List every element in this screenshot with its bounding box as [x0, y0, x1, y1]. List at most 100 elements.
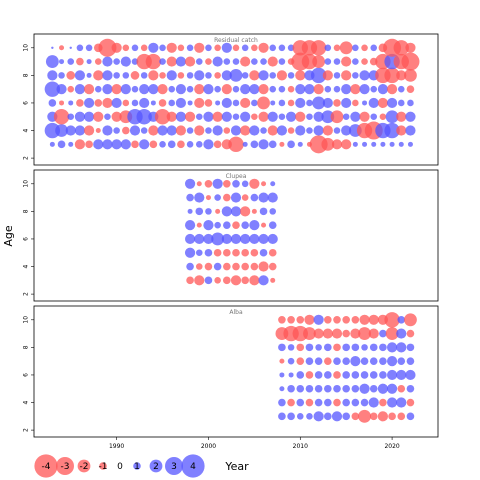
bubble [313, 125, 324, 136]
bubble [296, 384, 305, 393]
bubble [130, 71, 140, 80]
bubble [184, 111, 196, 122]
bubble [396, 111, 407, 122]
bubble [368, 314, 379, 325]
bubble [44, 81, 61, 97]
legend-bubble [149, 459, 163, 473]
bubble [352, 44, 359, 52]
bubble [74, 125, 86, 136]
bubble [186, 85, 194, 93]
bubble [304, 314, 315, 325]
bubble [407, 99, 414, 107]
legend-bubble [99, 462, 107, 470]
bubble [232, 221, 240, 229]
y-tick-label: 6 [23, 101, 30, 105]
bubble [278, 113, 286, 121]
bubble [296, 357, 305, 365]
bubble [230, 125, 242, 136]
bubble [287, 72, 295, 79]
bubble [232, 248, 240, 257]
bubble [187, 208, 193, 214]
bubble [362, 100, 368, 106]
bubble [270, 277, 276, 283]
bubble [342, 357, 350, 365]
bubble [221, 233, 232, 245]
bubble [313, 84, 324, 95]
bubble [267, 111, 278, 122]
bubble [278, 398, 286, 407]
bubble [352, 72, 359, 79]
bubble [212, 56, 223, 67]
bubble [379, 357, 387, 365]
bubble [195, 263, 203, 270]
bubble [296, 398, 305, 407]
bubble [167, 140, 176, 149]
bubble [47, 70, 58, 81]
bubble [324, 357, 332, 365]
bubble [184, 247, 196, 258]
bubble [331, 411, 343, 422]
bubble [314, 384, 323, 393]
bubble [309, 135, 328, 154]
bubble [194, 125, 205, 136]
bubble [194, 42, 205, 53]
bubble [166, 111, 177, 122]
bubble [120, 56, 131, 67]
bubble [120, 139, 131, 150]
bubble [232, 113, 240, 121]
bubble [287, 127, 295, 134]
bubble [213, 140, 222, 149]
bubble [212, 111, 223, 122]
bubble [58, 72, 65, 79]
bubble [312, 96, 326, 110]
bubble [333, 343, 341, 352]
panel-frame [33, 33, 439, 166]
bubble [405, 125, 416, 136]
bubble [102, 139, 113, 150]
bubble [406, 384, 415, 393]
bubble [360, 357, 369, 365]
bubble [166, 70, 177, 81]
bubble [341, 84, 352, 95]
bubble [384, 122, 400, 139]
bubble [322, 125, 333, 136]
bubble [175, 125, 187, 136]
bubble [148, 84, 159, 95]
bubble [232, 262, 240, 271]
legend-label: -2 [80, 462, 89, 472]
legend-label: 4 [190, 462, 196, 472]
bubble [313, 411, 324, 422]
y-tick-label: 4 [23, 400, 30, 404]
bubble [194, 192, 205, 203]
legend-label: -1 [99, 462, 108, 472]
bubble [221, 42, 232, 53]
bubble [223, 248, 231, 257]
bubble [351, 384, 360, 393]
bubble [259, 207, 268, 216]
bubble [258, 139, 269, 150]
bubble [215, 208, 221, 214]
bubble [232, 85, 240, 93]
bubble [397, 315, 406, 324]
bubble [268, 248, 277, 257]
bubble [140, 72, 148, 79]
bubble [324, 343, 332, 352]
panel-frame [33, 305, 439, 438]
bubble [122, 126, 130, 135]
bubble [361, 44, 368, 52]
bubble [342, 384, 350, 393]
bubble [195, 141, 203, 148]
panel-title: Alba [229, 309, 243, 316]
bubble [67, 58, 75, 65]
bubble [351, 343, 360, 352]
bubble [258, 275, 269, 286]
bubble [196, 222, 202, 228]
bubble [203, 233, 214, 245]
bubble [240, 56, 251, 67]
legend-bubble [34, 454, 58, 478]
bubble [149, 140, 158, 149]
bubble [397, 357, 406, 365]
bubble [342, 113, 350, 121]
bubble [396, 125, 407, 136]
bubble [396, 70, 407, 81]
